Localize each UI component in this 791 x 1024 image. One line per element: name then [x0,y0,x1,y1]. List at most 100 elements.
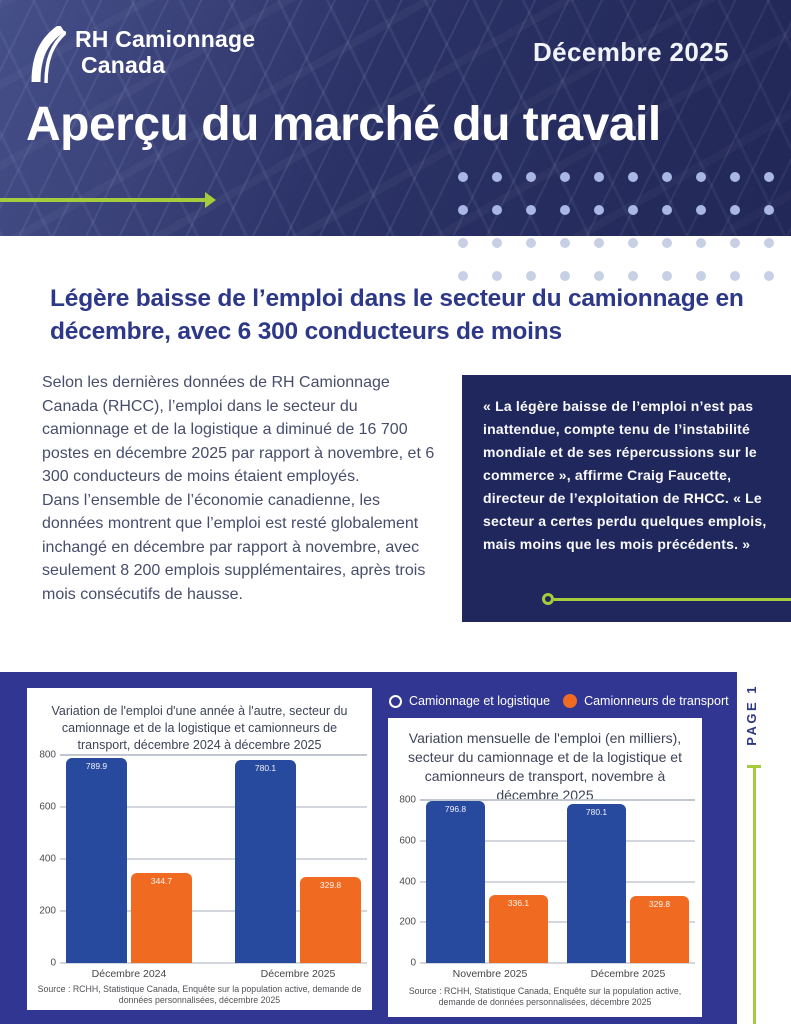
legend-item: Camionneurs de transport [563,694,729,708]
logo-line2: Canada [81,52,166,78]
dot [526,238,536,248]
vertical-line-decoration [753,765,756,1024]
dot [628,172,638,182]
bar-value-label: 329.8 [319,880,342,891]
bar: 329.8 [300,877,361,963]
dot [594,238,604,248]
legend-item: Camionnage et logistique [389,694,550,708]
arrow-line [0,198,205,202]
road-swoosh-icon [31,26,66,84]
dot [696,172,706,182]
dot [492,172,502,182]
chart-plot: 0 200 400 600 800 789.9 344.7 780.1 329.8 [39,749,367,969]
dot [492,238,502,248]
dot [526,172,536,182]
gridline: 400 [399,876,695,887]
issue-date: Décembre 2025 [533,37,729,67]
bar-value-label: 344.7 [150,876,173,887]
dot [764,205,774,215]
dot [492,271,502,281]
dot-row [458,238,774,248]
y-axis-tick-label: 800 [39,749,56,761]
body-paragraph: Selon les dernières données de RH Camion… [42,374,435,485]
arrow-decoration [0,192,220,208]
gridline: 200 [39,906,367,917]
y-axis-tick-label: 0 [50,957,56,969]
dot [730,205,740,215]
bar-group: 796.8 336.1 [426,800,548,963]
y-axis-tick-label: 600 [399,835,416,847]
x-axis-label: Décembre 2024 [91,968,167,980]
dot [628,271,638,281]
dot [458,238,468,248]
dot [730,271,740,281]
dot [560,205,570,215]
gridline: 400 [39,854,367,865]
x-axis-labels: Novembre 2025 Décembre 2025 [421,968,697,980]
bar-value-label: 780.1 [585,807,608,818]
dot [628,238,638,248]
chart-source: Source : RCHH, Statistique Canada, Enquê… [37,984,362,1005]
chart-card-yearly: Variation de l'emploi d'une année à l'au… [27,688,372,1010]
dot [560,271,570,281]
dot [764,238,774,248]
bar: 344.7 [131,873,192,963]
chart-plot: 0 200 400 600 800 796.8 336.1 780.1 329.8 [399,794,695,969]
gridline: 0 [410,958,695,969]
body-paragraph: Dans l’ensemble de l’économie canadienne… [42,491,426,603]
gridline: 600 [39,802,367,813]
legend-label: Camionnage et logistique [409,694,551,708]
bar: 796.8 [426,800,485,963]
logo-text: RH Camionnage Canada [75,26,255,78]
article-headline: Légère baisse de l’emploi dans le secteu… [50,285,744,345]
dots-pattern [458,172,774,304]
dot [764,172,774,182]
chart-source: Source : RCHH, Statistique Canada, Enquê… [408,986,682,1007]
chart-legend: Camionnage et logistique Camionneurs de t… [389,694,729,708]
circle-icon [542,593,554,605]
logo: RH Camionnage Canada [28,26,255,84]
dot [696,238,706,248]
dot [662,271,672,281]
page-title: Aperçu du marché du travail [26,98,661,151]
dot [594,172,604,182]
page-number-label: PAGE 1 [744,684,759,746]
bar: 780.1 [567,804,626,963]
gridline: 800 [39,749,367,760]
header-banner: RH Camionnage Canada Décembre 2025 Aperç… [0,0,791,236]
bar-group: 780.1 329.8 [567,800,689,963]
dot [730,172,740,182]
dot [628,205,638,215]
bar-groups: 789.9 344.7 780.1 329.8 [60,755,367,963]
y-axis-tick-label: 600 [39,801,56,813]
bar-group: 789.9 344.7 [66,755,192,963]
dot [526,271,536,281]
logo-line1: RH Camionnage [75,26,256,52]
dot [560,238,570,248]
dot-row [458,205,774,215]
bar-groups: 796.8 336.1 780.1 329.8 [420,800,695,963]
bar-value-label: 329.8 [648,898,671,909]
y-axis-tick-label: 0 [410,957,416,969]
bar: 789.9 [66,757,127,963]
quote-card: « La légère baisse de l’emploi n’est pas… [462,375,791,622]
bar-value-label: 789.9 [85,760,108,771]
legend-label: Camionneurs de transport [584,694,729,708]
chart-title: Variation mensuelle de l'emploi (en mill… [408,730,682,803]
dot-row [458,172,774,182]
dot [560,172,570,182]
dot [764,271,774,281]
dot [594,271,604,281]
dot [662,205,672,215]
dot [458,271,468,281]
gridline: 200 [399,917,695,928]
y-axis-tick-label: 200 [39,905,56,917]
dot [492,205,502,215]
dot [594,205,604,215]
chart-title: Variation de l'emploi d'une année à l'au… [51,704,348,752]
dot [458,205,468,215]
dot [662,238,672,248]
bar-group: 780.1 329.8 [235,755,361,963]
article-body: Selon les dernières données de RH Camion… [42,371,444,606]
bar-value-label: 336.1 [507,897,530,908]
